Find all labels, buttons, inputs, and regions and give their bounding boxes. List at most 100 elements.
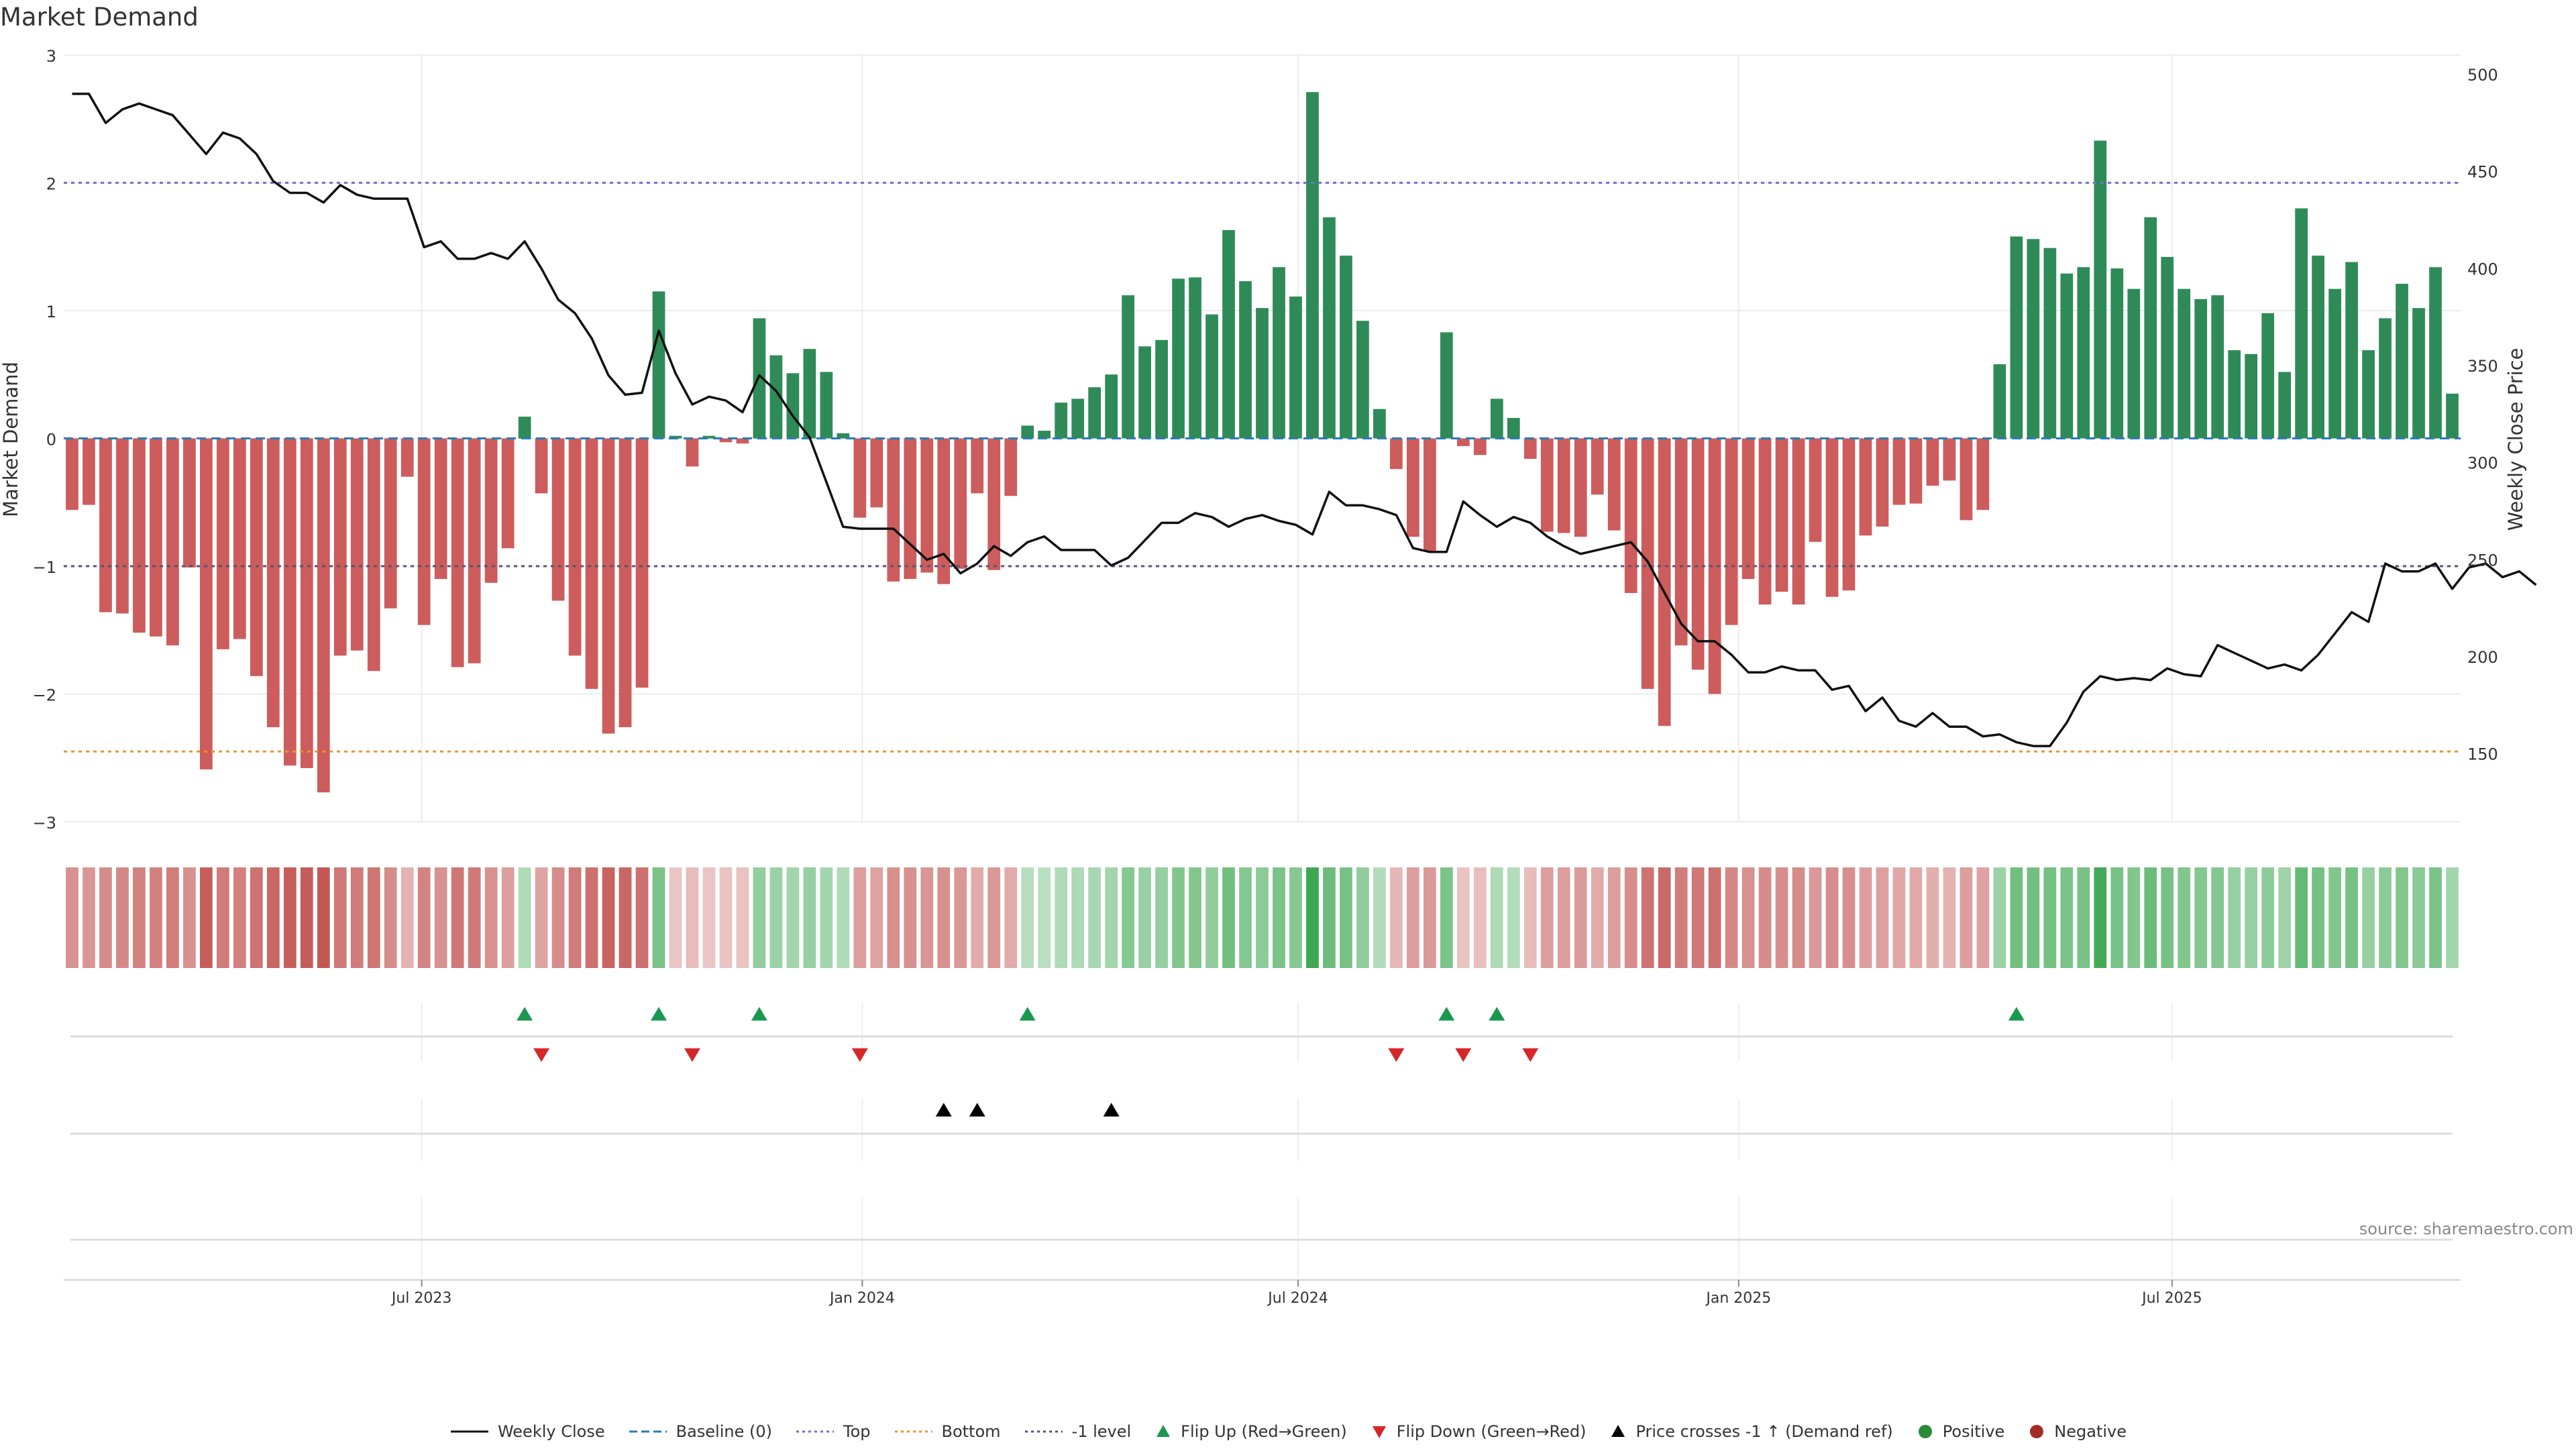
heat-cell: [350, 867, 364, 968]
heat-cell: [837, 867, 850, 968]
demand-bar: [2228, 350, 2241, 439]
demand-bar: [2043, 248, 2057, 439]
demand-bar: [1473, 438, 1487, 455]
demand-bar: [1423, 438, 1436, 551]
heat-cell: [501, 867, 515, 968]
demand-bar: [585, 438, 598, 689]
demand-bar: [652, 291, 665, 439]
heat-cell: [1155, 867, 1168, 968]
demand-bar: [837, 433, 850, 439]
flip-up-marker: [651, 1007, 667, 1021]
heat-cell: [1407, 867, 1419, 968]
heat-cell: [1256, 867, 1269, 968]
demand-bar: [904, 438, 917, 580]
heat-cell: [1725, 867, 1738, 968]
heat-cell: [2245, 867, 2258, 968]
heat-cell: [702, 867, 716, 968]
heat-cell: [954, 867, 967, 968]
demand-bar: [1122, 295, 1134, 439]
heat-cell: [1943, 867, 1956, 968]
demand-bar: [200, 438, 213, 769]
heat-cell: [216, 867, 229, 968]
demand-bar: [2446, 393, 2459, 439]
demand-bar: [1021, 425, 1034, 439]
flip-up-marker: [1438, 1007, 1455, 1021]
legend-swatch-top: [796, 1430, 834, 1433]
demand-bar: [1909, 438, 1923, 504]
demand-bar: [1960, 438, 1973, 521]
heat-cell: [2144, 867, 2157, 968]
y2-tick-label: 500: [2467, 66, 2498, 85]
x-tick-label: Jan 2024: [828, 1290, 895, 1307]
demand-bar: [937, 438, 951, 584]
demand-bar: [1825, 438, 1839, 597]
y2-tick-label: 200: [2467, 648, 2498, 667]
heat-cell: [1273, 867, 1285, 968]
demand-bar: [1456, 438, 1470, 446]
heat-cell: [2261, 867, 2275, 968]
demand-bar: [954, 438, 967, 569]
heat-cell: [83, 867, 95, 968]
heat-cell: [1122, 867, 1134, 968]
demand-bar: [384, 438, 397, 608]
heat-cell: [1055, 867, 1068, 968]
x-tick-label: Jul 2024: [1267, 1290, 1328, 1307]
demand-bar: [350, 438, 364, 651]
demand-bar: [2328, 288, 2341, 439]
heat-cell: [1306, 867, 1319, 968]
demand-bar: [2127, 288, 2141, 439]
demand-bar: [116, 438, 129, 614]
demand-bar: [1256, 308, 1269, 439]
heat-cell: [2295, 867, 2308, 968]
heat-cell: [1004, 867, 1018, 968]
legend-item-baseline: Baseline (0): [628, 1422, 772, 1441]
heat-cell: [2043, 867, 2057, 968]
demand-bar: [1205, 314, 1218, 439]
legend-swatch-close: [450, 1430, 488, 1433]
demand-bar: [1691, 438, 1705, 670]
demand-bar: [1004, 438, 1018, 496]
demand-bar: [987, 438, 1001, 570]
demand-heat-strip: [66, 867, 2459, 968]
flip-down-marker: [1455, 1048, 1472, 1062]
demand-bar: [1926, 438, 1939, 486]
heat-cell: [2077, 867, 2090, 968]
heat-cell: [384, 867, 397, 968]
heat-cell: [719, 867, 733, 968]
demand-bar: [1071, 398, 1085, 439]
demand-bar: [2027, 239, 2040, 439]
heat-cell: [417, 867, 431, 968]
legend-label: Flip Down (Green→Red): [1396, 1422, 1587, 1441]
heat-cell: [434, 867, 447, 968]
demand-bar: [820, 372, 833, 439]
heat-cell: [1356, 867, 1369, 968]
demand-bar: [317, 438, 330, 793]
demand-bar: [1859, 438, 1872, 536]
heat-cell: [1540, 867, 1554, 968]
demand-bar: [2429, 267, 2442, 439]
legend-label: Flip Up (Red→Green): [1181, 1422, 1347, 1441]
heat-cell: [300, 867, 313, 968]
heat-cell: [937, 867, 951, 968]
heat-cell: [233, 867, 246, 968]
heat-cell: [99, 867, 112, 968]
price-cross-marker: [1103, 1103, 1120, 1117]
demand-bar: [803, 349, 816, 439]
heat-cell: [66, 867, 78, 968]
heat-cell: [1440, 867, 1453, 968]
demand-bar: [434, 438, 447, 580]
heat-cell: [317, 867, 330, 968]
demand-bar: [1809, 438, 1822, 542]
demand-bar: [1172, 278, 1185, 439]
heat-cell: [2429, 867, 2442, 968]
heat-cell: [2312, 867, 2324, 968]
heat-cell: [1792, 867, 1805, 968]
heat-cell: [1842, 867, 1856, 968]
demand-bar: [853, 438, 867, 518]
flip-up-marker: [2008, 1007, 2025, 1021]
heat-cell: [1876, 867, 1889, 968]
heat-cell: [652, 867, 665, 968]
demand-bar: [417, 438, 431, 625]
demand-bar: [2194, 299, 2208, 439]
heat-cell: [150, 867, 162, 968]
